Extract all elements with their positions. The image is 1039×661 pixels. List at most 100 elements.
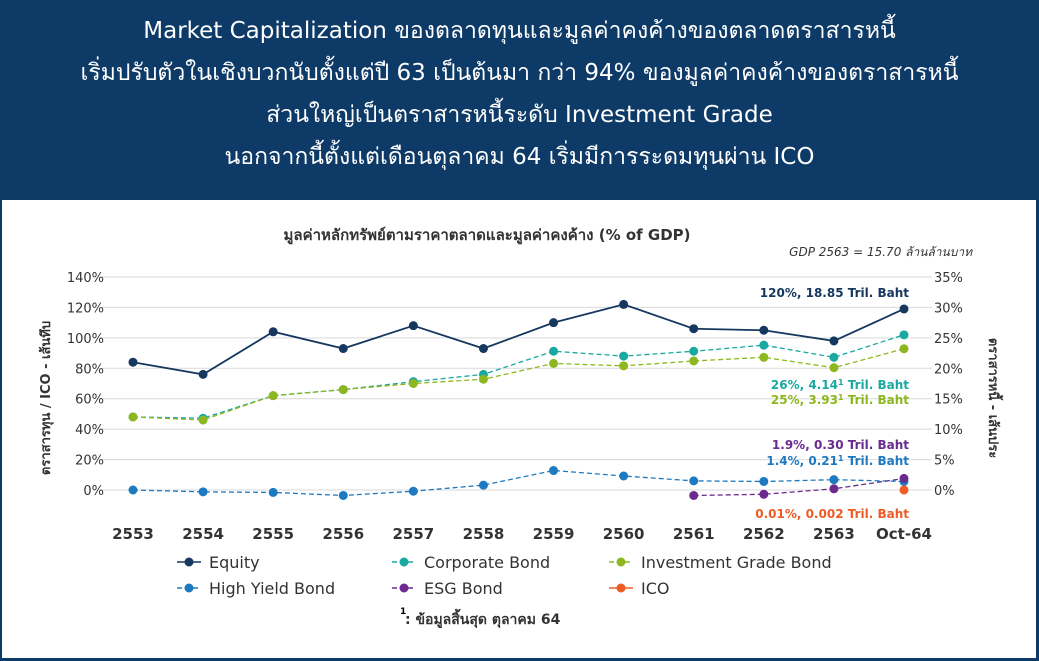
y-right-tick-label: 35%: [934, 271, 963, 286]
equity-line: [132, 303, 905, 376]
series-group: [128, 299, 909, 500]
y-left-tick-label: 0%: [83, 484, 104, 499]
corporate-bond-point: [829, 352, 839, 362]
high-yield-bond-point: [128, 485, 138, 495]
y-axis-left-label: ตราสารทุน / ICO - เส้นทึบ: [38, 321, 54, 475]
y-left-tick-label: 100%: [67, 332, 104, 347]
header-line-3: ส่วนใหญ่เป็นตราสารหนี้ระดับ Investment G…: [266, 102, 773, 128]
y-right-tick-label: 0%: [934, 484, 955, 499]
equity-point: [549, 318, 559, 328]
corporate-bond-point: [689, 346, 699, 356]
investment-grade-bond-point: [128, 412, 138, 422]
x-tick-label: 2555: [252, 525, 294, 543]
equity-point: [338, 344, 348, 354]
legend-label: ICO: [641, 579, 669, 598]
x-tick-label: 2558: [463, 525, 505, 543]
high-yield-bond-point: [478, 480, 488, 490]
legend-swatch-marker: [184, 557, 194, 567]
investment-grade-bond-line: [132, 348, 905, 421]
esg-bond-point: [829, 484, 839, 494]
legend-swatch-marker: [399, 583, 409, 593]
investment-grade-bond-point: [198, 415, 208, 425]
gdp-note: GDP 2563 = 15.70 ล้านล้านบาท: [789, 245, 973, 259]
y-right-tick-label: 15%: [934, 393, 963, 408]
header-banner: Market Capitalization ของตลาดทุนและมูลค่…: [0, 0, 1039, 200]
y-right-tick-label: 10%: [934, 423, 963, 438]
equity-point: [268, 327, 278, 337]
legend: Equity Corporate Bond Investment Grade Bon…: [177, 553, 832, 598]
investment-grade-bond-point: [689, 356, 699, 366]
equity-point: [408, 321, 418, 331]
esg-bond-point: [689, 490, 699, 500]
x-tick-label: 2554: [182, 525, 224, 543]
high-yield-bond-point: [619, 471, 629, 481]
data-annotation: 1.4%, 0.211 Tril. Baht: [766, 454, 909, 469]
legend-swatch-marker: [616, 583, 626, 593]
legend-swatch-marker: [399, 557, 409, 567]
corporate-bond-point: [899, 330, 909, 340]
investment-grade-bond-point: [408, 379, 418, 388]
esg-bond-point: [759, 489, 769, 499]
equity-point: [829, 336, 839, 346]
header-line-2: เริ่มปรับตัวในเชิงบวกนับตั้งแต่ปี 63 เป็…: [80, 60, 959, 86]
y-left-tick-label: 60%: [75, 393, 104, 408]
annotations-group: 120%, 18.85 Tril. Baht 26%, 4.141 Tril. B…: [755, 286, 909, 521]
equity-point: [128, 357, 138, 367]
chart-title: มูลค่าหลักทรัพย์ตามราคาตลาดและมูลค่าคงค้…: [284, 226, 691, 245]
x-tick-label: 2563: [813, 525, 855, 543]
ico-point: [899, 485, 909, 495]
y-left-tick-label: 140%: [67, 271, 104, 286]
investment-grade-bond-point: [268, 391, 278, 401]
legend-swatch-marker: [616, 557, 626, 567]
y-left-tick-label: 20%: [75, 454, 104, 469]
investment-grade-bond-point: [829, 363, 839, 373]
legend-label: Corporate Bond: [424, 553, 550, 572]
data-annotation: 26%, 4.141 Tril. Baht: [771, 378, 909, 393]
footnote: 1 : ข้อมูลสิ้นสุด ตุลาคม 64: [400, 607, 561, 628]
data-annotation: 1.9%, 0.30 Tril. Baht: [772, 438, 909, 452]
header-line-4: นอกจากนี้ตั้งแต่เดือนตุลาคม 64 เริ่มมีกา…: [224, 144, 815, 170]
legend-label: Investment Grade Bond: [641, 553, 832, 572]
y-right-tick-label: 30%: [934, 301, 963, 316]
equity-point: [899, 304, 909, 314]
x-tick-label: 2557: [392, 525, 434, 543]
high-yield-bond-point: [268, 487, 278, 497]
corporate-bond-point: [549, 346, 559, 356]
equity-point: [478, 344, 488, 354]
legend-label: High Yield Bond: [209, 579, 335, 598]
high-yield-bond-point: [829, 475, 839, 485]
y-left-tick-label: 80%: [75, 362, 104, 377]
esg-bond-point: [899, 473, 909, 483]
high-yield-bond-point: [198, 487, 208, 497]
footnote-marker: 1: [400, 607, 406, 617]
legend-swatch-marker: [184, 583, 194, 593]
header-line-1: Market Capitalization ของตลาดทุนและมูลค่…: [143, 18, 896, 44]
x-axis-ticks: 2553 2554 2555 2556 2557 2558 2559 2560 2561 2562…: [112, 525, 932, 543]
x-tick-label: 2556: [322, 525, 364, 543]
data-annotation: 120%, 18.85 Tril. Baht: [760, 286, 909, 300]
x-tick-label: 2560: [603, 525, 645, 543]
footnote-text: : ข้อมูลสิ้นสุด ตุลาคม 64: [405, 608, 561, 628]
y-right-tick-label: 20%: [934, 362, 963, 377]
legend-label: ESG Bond: [424, 579, 503, 598]
equity-point: [198, 369, 208, 379]
data-annotation: 25%, 3.931 Tril. Baht: [771, 393, 909, 408]
equity-point: [759, 325, 769, 335]
y-right-tick-label: 25%: [934, 332, 963, 347]
high-yield-bond-line: [132, 469, 905, 497]
x-tick-label: 2561: [673, 525, 715, 543]
investment-grade-bond-point: [338, 385, 348, 395]
x-tick-label: 2553: [112, 525, 154, 543]
investment-grade-bond-point: [549, 358, 559, 368]
equity-point: [689, 324, 699, 334]
investment-grade-bond-point: [899, 344, 909, 354]
x-tick-label: 2559: [533, 525, 575, 543]
y-axis-right-label: ตราสารหนี้ - เส้นประ: [985, 338, 1004, 458]
y-axis-left-ticks: 0% 20% 40% 60% 80% 100% 120% 140%: [67, 271, 104, 499]
x-tick-label: Oct-64: [876, 525, 932, 543]
y-axis-right-ticks: 0% 5% 10% 15% 20% 25% 30% 35%: [934, 271, 963, 499]
high-yield-bond-point: [408, 486, 418, 496]
x-tick-label: 2562: [743, 525, 785, 543]
line-chart: มูลค่าหลักทรัพย์ตามราคาตลาดและมูลค่าคงค้…: [38, 226, 1004, 628]
grid-lines: [102, 276, 932, 491]
